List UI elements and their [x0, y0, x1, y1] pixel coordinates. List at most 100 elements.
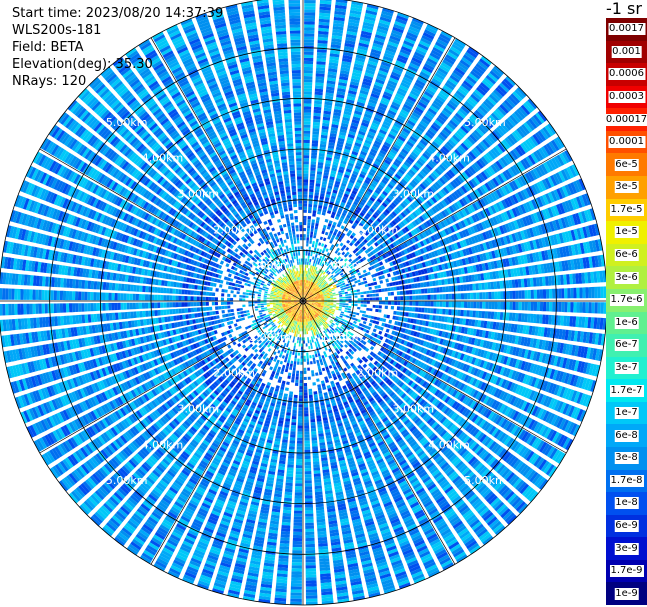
range-gate: [395, 316, 399, 321]
range-gate: [304, 431, 310, 435]
range-gate: [311, 443, 318, 447]
range-gate: [344, 307, 348, 310]
range-gate: [408, 307, 413, 312]
range-gate: [348, 305, 352, 309]
range-gate: [315, 412, 321, 416]
range-gate: [316, 415, 322, 419]
range-gate: [305, 522, 314, 526]
range-gate: [303, 349, 306, 353]
range-gate: [304, 489, 313, 493]
range-gate: [309, 301, 313, 303]
range-gate: [296, 462, 303, 466]
range-gate: [292, 367, 296, 371]
range-gate: [489, 321, 494, 330]
range-gate: [304, 474, 312, 478]
range-gate: [282, 515, 291, 520]
range-gate: [296, 440, 303, 444]
range-gate: [309, 400, 314, 405]
range-gate: [467, 301, 471, 309]
range-gate: [383, 314, 387, 318]
range-gate: [538, 339, 544, 350]
range-gate: [312, 301, 316, 303]
range-gate: [298, 343, 301, 347]
range-gate: [293, 364, 297, 368]
range-gate: [555, 302, 559, 312]
range-gate: [305, 519, 314, 523]
range-gate: [593, 317, 598, 329]
range-gate: [584, 316, 589, 328]
range-gate: [296, 443, 303, 447]
range-gate: [514, 335, 519, 345]
range-gate: [315, 494, 323, 499]
range-gate: [425, 321, 429, 327]
range-gate: [303, 340, 306, 344]
range-gate: [312, 455, 319, 459]
range-gate: [321, 302, 325, 303]
range-gate: [281, 525, 291, 529]
range-gate: [583, 346, 589, 359]
range-gate: [327, 301, 331, 303]
range-gate: [523, 313, 528, 323]
range-gate: [293, 513, 303, 517]
range-gate: [573, 330, 578, 342]
range-gate: [330, 304, 334, 306]
range-gate: [567, 302, 571, 313]
range-gate: [283, 506, 292, 511]
range-gate: [508, 312, 513, 321]
range-gate: [287, 372, 292, 376]
range-gate: [285, 485, 293, 490]
range-gate: [573, 302, 577, 313]
range-gate: [427, 301, 431, 307]
range-gate: [571, 344, 577, 356]
range-gate: [589, 347, 595, 360]
range-gate: [586, 347, 592, 359]
range-gate: [317, 387, 322, 391]
range-gate: [564, 302, 568, 313]
range-gate: [577, 345, 583, 357]
range-gate: [315, 302, 319, 304]
range-gate: [493, 311, 498, 320]
range-gate: [293, 522, 303, 526]
range-gate: [354, 301, 358, 304]
range-gate: [531, 326, 536, 336]
range-gate: [505, 334, 510, 343]
range-gate: [304, 465, 312, 469]
range-gate: [297, 422, 303, 426]
range-gate: [397, 301, 401, 306]
range-gate: [569, 316, 574, 327]
range-gate: [298, 395, 303, 399]
range-gate: [285, 479, 293, 484]
range-gate: [579, 331, 585, 343]
range-gate: [430, 308, 434, 314]
range-gate: [545, 314, 549, 325]
range-gate: [522, 325, 527, 334]
range-gate: [416, 319, 420, 325]
range-gate: [314, 482, 322, 487]
range-gate: [448, 309, 452, 316]
range-gate: [333, 304, 337, 306]
range-gate: [597, 333, 603, 346]
range-gate: [335, 306, 339, 309]
range-gate: [283, 393, 288, 397]
range-gate: [305, 580, 317, 584]
range-gate: [312, 446, 318, 450]
range-gate: [378, 301, 382, 305]
range-gate: [530, 301, 534, 311]
range-gate: [345, 303, 349, 306]
range-gate: [444, 316, 449, 323]
range-gate: [314, 397, 319, 401]
range-gate: [299, 380, 303, 384]
range-gate: [299, 376, 303, 380]
range-gate: [451, 309, 455, 316]
range-gate: [300, 352, 303, 356]
range-gate: [330, 302, 334, 304]
range-gate: [478, 310, 483, 318]
range-gate: [443, 323, 447, 330]
range-gate: [293, 531, 303, 536]
range-gate: [294, 492, 303, 496]
range-gate: [305, 550, 316, 554]
range-gate: [588, 332, 594, 344]
range-gate: [297, 425, 303, 429]
range-gate: [327, 302, 331, 304]
range-gate: [536, 301, 541, 311]
